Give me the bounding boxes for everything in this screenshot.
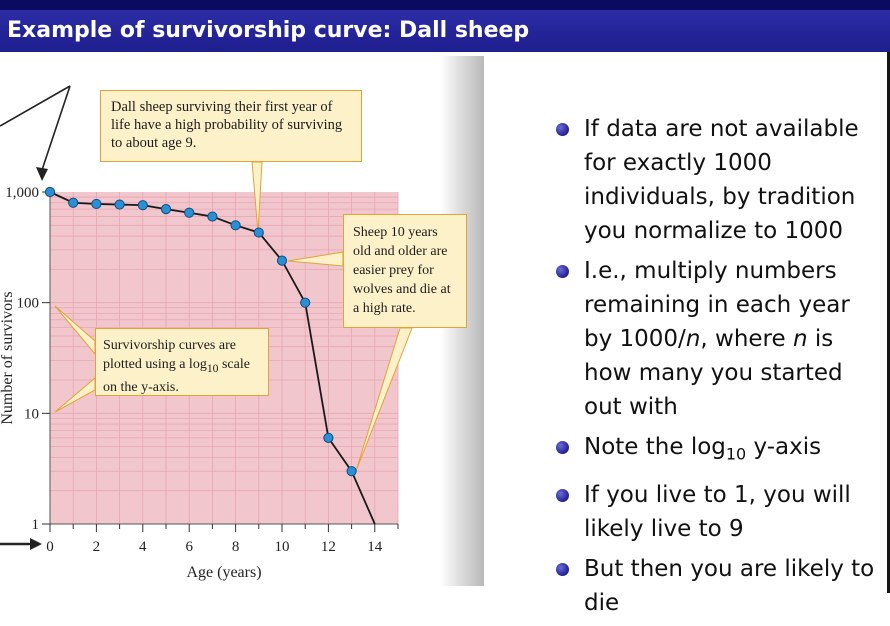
bullet-text-axis: y-axis	[746, 434, 822, 460]
callout-first-year-text: Dall sheep surviving their first year of…	[111, 99, 343, 151]
data-point	[230, 220, 241, 231]
data-point	[68, 197, 79, 208]
bullet-text: If data are not available for exactly 10…	[584, 116, 859, 244]
pointer-arrow-icon	[36, 167, 48, 181]
bullet-item: Note the log10 y-axis	[556, 430, 882, 472]
x-tick-label: 2	[93, 539, 101, 555]
bullet-text: Note the log10 y-axis	[584, 434, 822, 464]
bullet-text-log: Note the log	[584, 434, 726, 460]
bullet-text-a: I.e., multiply numbers remaining in each…	[584, 258, 850, 352]
bullet-dot-icon	[556, 441, 569, 454]
data-point	[160, 204, 172, 215]
callout-log-scale-subscript: 10	[206, 361, 219, 375]
data-point	[137, 200, 148, 211]
bullet-text: But then you are likely to die	[584, 555, 875, 616]
bullet-dot-icon	[556, 123, 569, 136]
y-tick-label: 1	[32, 517, 40, 533]
callout-log-scale: Survivorship curves are plotted using a …	[95, 328, 269, 396]
y-axis-title: Number of survivors	[0, 291, 16, 424]
callout-log-scale-suffix: scale on the y-axis.	[103, 357, 250, 395]
callout-first-year-pointer	[251, 161, 263, 233]
data-point	[300, 297, 311, 308]
x-tick-label: 8	[232, 539, 240, 555]
bullet-dot-icon	[556, 562, 569, 576]
window-edge	[887, 52, 890, 593]
bullet-item: If data are not available for exactly 10…	[556, 112, 882, 248]
y-tick-label: 1,000	[5, 185, 39, 201]
x-tick-label: 6	[185, 539, 193, 555]
data-point	[253, 227, 264, 238]
data-point	[346, 466, 357, 477]
x-tick-label: 10	[275, 539, 290, 555]
bullet-text-n1: n	[685, 326, 701, 352]
bullet-text-n2: n	[792, 326, 808, 352]
data-point	[114, 199, 125, 210]
pointer-arrow-line	[41, 85, 71, 171]
bullet-item: I.e., multiply numbers remaining in each…	[556, 254, 882, 424]
origin-arrow-icon	[30, 538, 42, 550]
survivorship-chart: 0 2 4 6 8 10 12 14 1 10 100 1,000 Age (years) Number …	[0, 85, 413, 581]
callout-old-sheep-pointer-lower	[355, 327, 413, 472]
callout-first-year: Dall sheep surviving their first year of…	[100, 90, 362, 162]
data-point	[276, 255, 288, 266]
bullet-dot-icon	[556, 488, 569, 502]
data-point	[184, 207, 195, 218]
callout-old-sheep-text: Sheep 10 years old and older are easier …	[353, 225, 451, 316]
bullet-text: I.e., multiply numbers remaining in each…	[584, 258, 850, 420]
callout-log-scale-text: Survivorship curves are plotted using a …	[103, 338, 236, 372]
callout-old-sheep: Sheep 10 years old and older are easier …	[343, 214, 467, 328]
x-tick-label: 14	[367, 539, 383, 555]
bullet-dot-icon	[556, 265, 569, 278]
y-tick-label: 10	[24, 406, 39, 422]
x-tick-label: 4	[139, 539, 147, 555]
x-tick-label: 12	[321, 539, 336, 555]
bullet-text-log-sub: 10	[725, 444, 747, 464]
x-tick-label: 0	[46, 539, 54, 555]
bullet-item: But then you are likely to die	[556, 552, 882, 620]
slide-title: Example of survivorship curve: Dall shee…	[0, 10, 890, 52]
bullet-text-c: is how many you started out with	[584, 326, 843, 420]
y-tick-label: 100	[17, 296, 40, 312]
bullet-item: If you live to 1, you will likely live t…	[556, 478, 882, 546]
data-point	[207, 211, 218, 222]
pointer-arrow-line	[0, 85, 71, 127]
bullet-text: If you live to 1, you will likely live t…	[584, 481, 851, 542]
x-axis-title: Age (years)	[186, 564, 261, 581]
bullet-text-b: , where	[700, 326, 793, 352]
data-point	[323, 432, 334, 443]
top-nav-strip	[0, 0, 890, 10]
data-point	[44, 186, 56, 198]
bullet-list: If data are not available for exactly 10…	[556, 112, 882, 626]
data-point	[91, 198, 102, 210]
textbook-figure: 0 2 4 6 8 10 12 14 1 10 100 1,000 Age (years) Number …	[0, 56, 484, 586]
